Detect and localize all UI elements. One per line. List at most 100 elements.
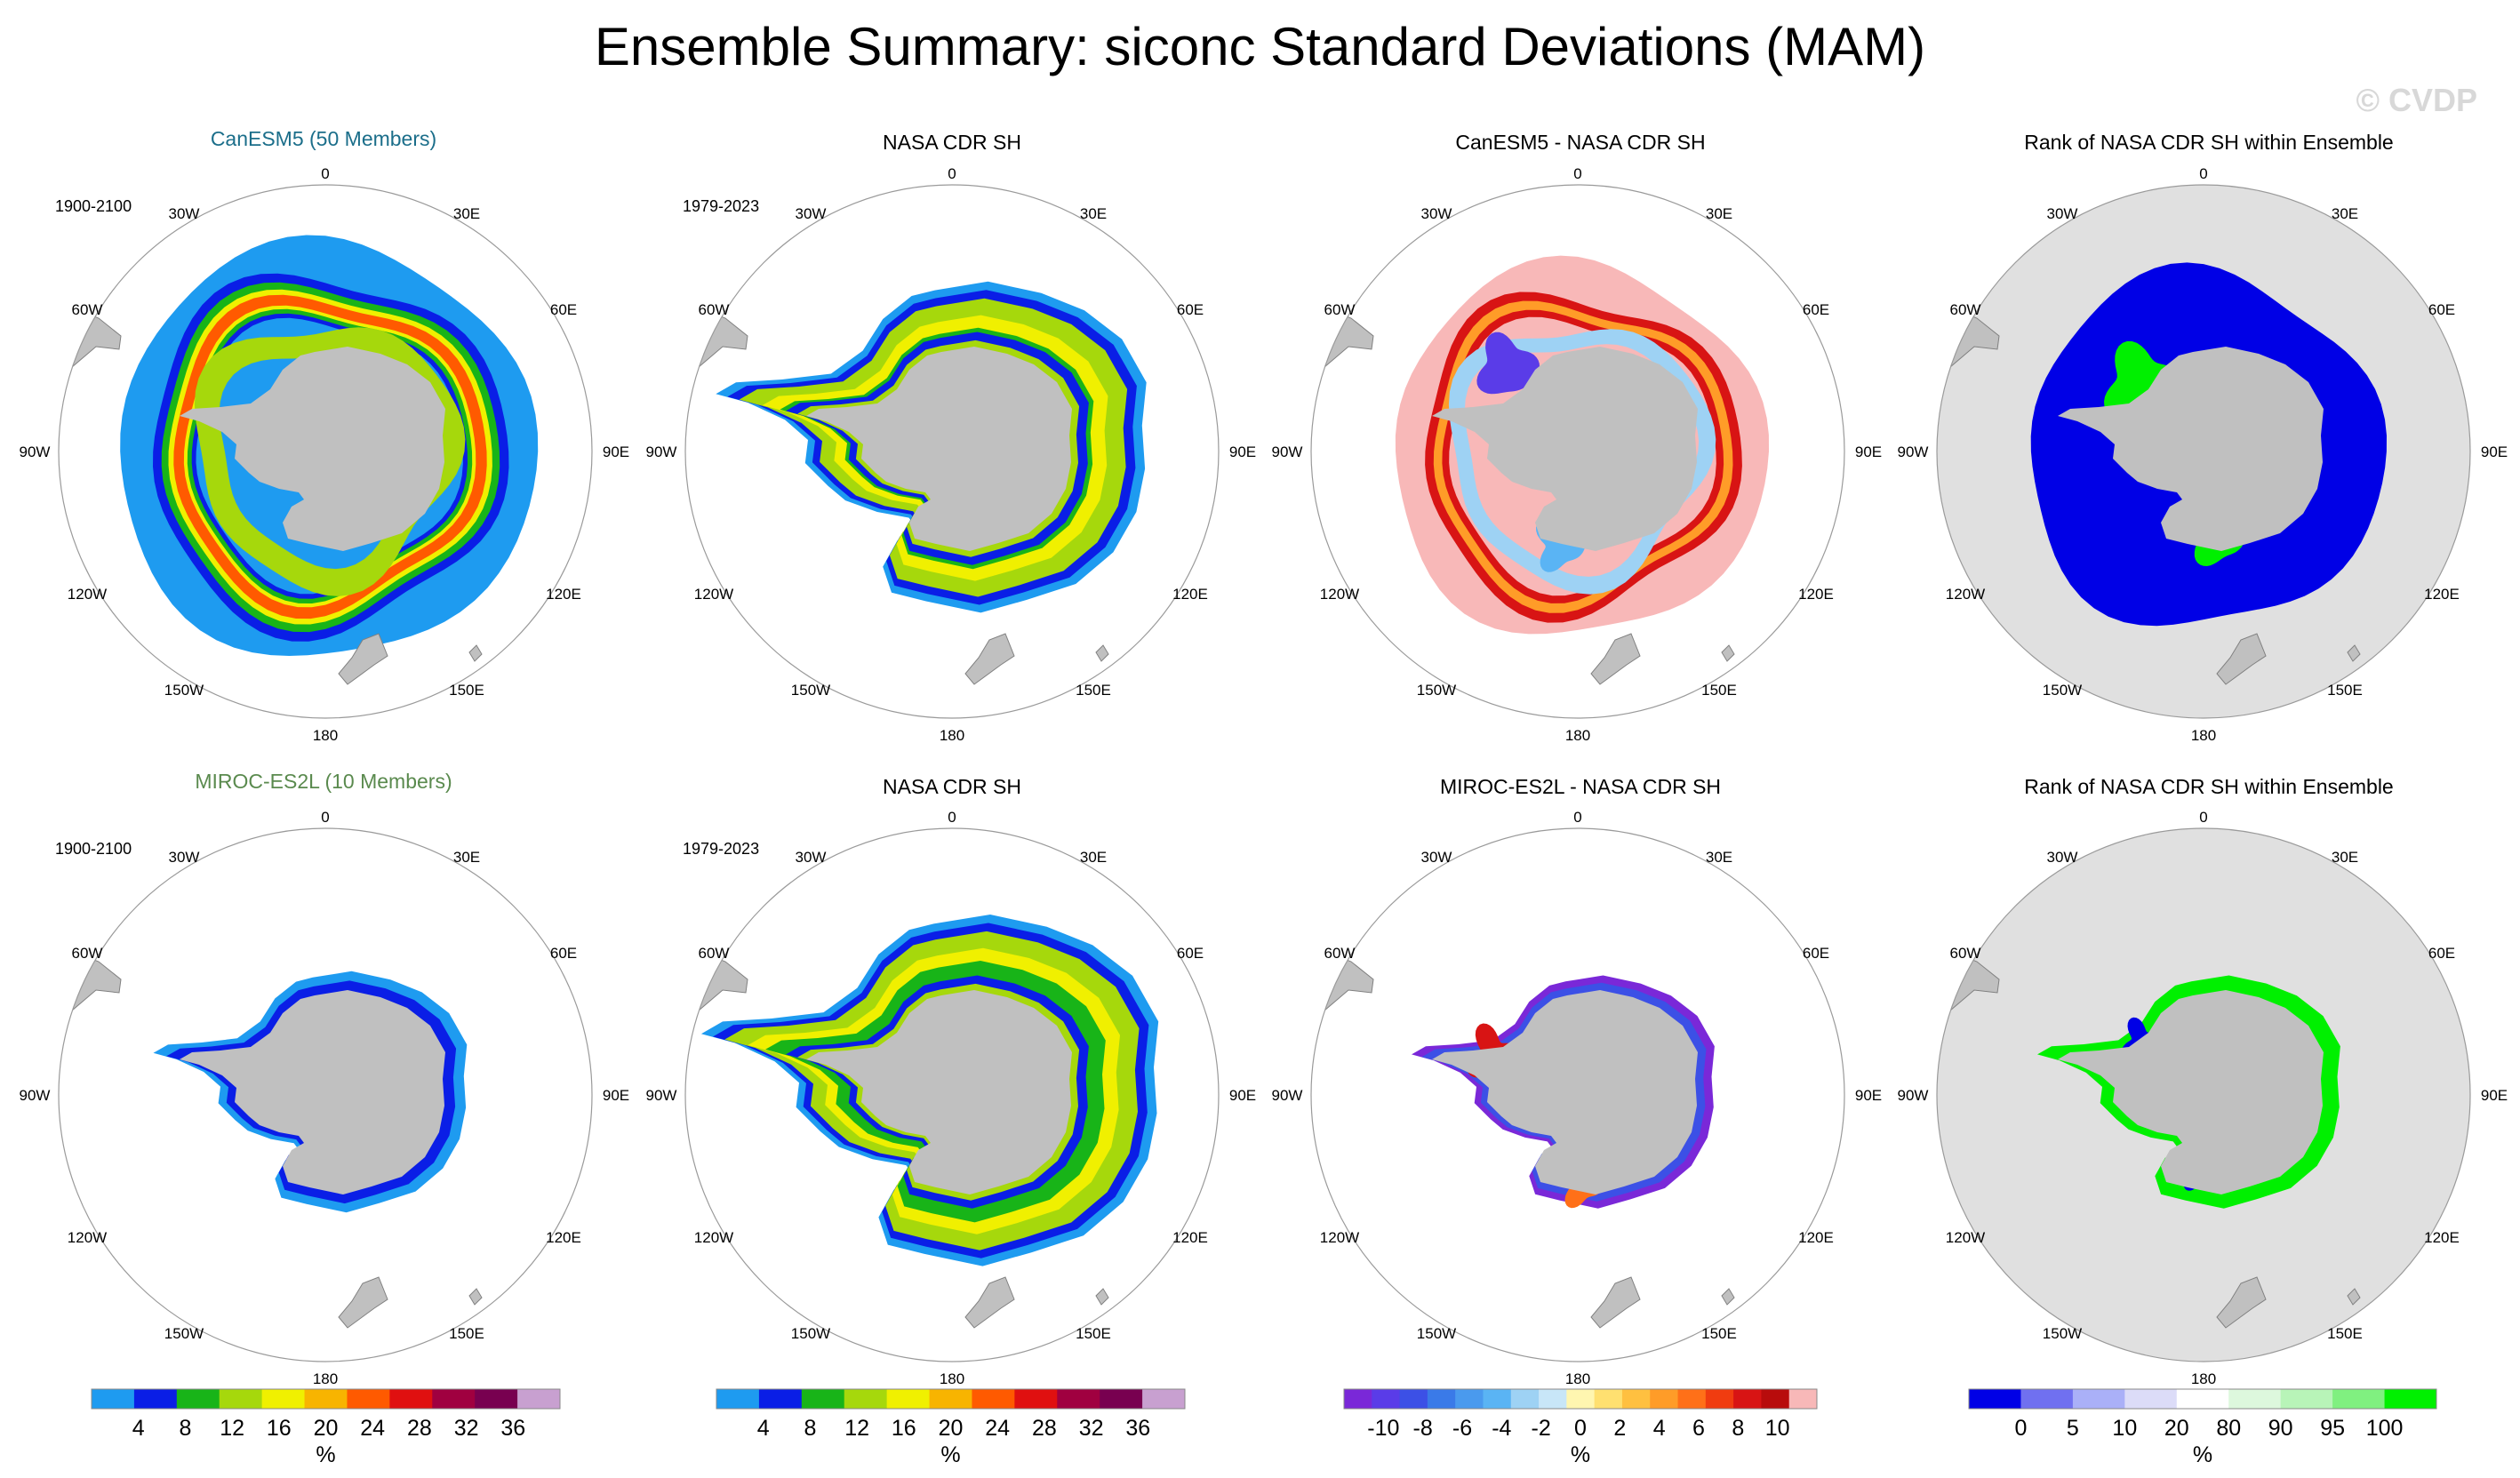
colorbar-tick-label: 36: [1125, 1416, 1150, 1441]
colorbar-tick-label: 16: [267, 1416, 292, 1441]
colorbar-swatch: [1594, 1389, 1623, 1409]
longitude-label: 180: [2191, 1370, 2216, 1387]
longitude-label: 180: [1565, 1370, 1590, 1387]
colorbar-tick-label: 4: [1653, 1416, 1666, 1441]
panel-title-r2c2: NASA CDR SH: [883, 775, 1021, 798]
longitude-label: 150E: [1701, 682, 1737, 699]
longitude-label: 120E: [546, 586, 581, 603]
longitude-label: 150W: [2043, 1325, 2082, 1342]
longitude-label: 90W: [1898, 1087, 1929, 1104]
longitude-label: 30E: [1080, 205, 1107, 222]
colorbar-swatch: [2020, 1389, 2074, 1409]
colorbar-tick-label: -10: [1367, 1416, 1399, 1441]
map-border: [1936, 827, 2471, 1362]
longitude-label: 30E: [453, 205, 480, 222]
colorbar-swatch: [886, 1389, 931, 1409]
map-panel-r2c4: 0 30E 60E 90E 120E 150E 180 150W 120W 90W 60W 30W: [1898, 809, 2508, 1387]
longitude-label: 120E: [1798, 1229, 1834, 1246]
colorbar-tick-label: 8: [179, 1416, 191, 1441]
longitude-label: 30E: [2332, 849, 2358, 866]
longitude-label: 30E: [1706, 205, 1732, 222]
colorbar-swatch: [1483, 1389, 1512, 1409]
longitude-label: 30W: [796, 849, 827, 866]
longitude-label: 60W: [1950, 945, 1981, 962]
colorbar-swatch: [92, 1389, 135, 1409]
colorbar-swatch: [176, 1389, 220, 1409]
longitude-label: 60W: [72, 301, 103, 318]
colorbar-swatch: [1788, 1389, 1818, 1409]
longitude-label: 60W: [72, 945, 103, 962]
colorbar-unit-label: %: [1571, 1442, 1590, 1467]
longitude-label: 90W: [646, 1087, 677, 1104]
colorbar-tick-label: 2: [1613, 1416, 1626, 1441]
longitude-label: 120W: [694, 1229, 733, 1246]
longitude-label: 120W: [68, 586, 107, 603]
longitude-label: 150E: [449, 682, 484, 699]
new-zealand-landmass: [1590, 1276, 1641, 1329]
tasmania-landmass: [1721, 644, 1735, 662]
colorbar-tick-label: 20: [2164, 1416, 2189, 1441]
colorbar-swatch: [261, 1389, 306, 1409]
colorbar-swatch: [219, 1389, 263, 1409]
map-border: [58, 184, 593, 719]
longitude-label: 90W: [1272, 443, 1303, 460]
colorbar-swatch: [1733, 1389, 1762, 1409]
colorbar-tick-label: 36: [500, 1416, 525, 1441]
colorbar-swatch: [389, 1389, 433, 1409]
colorbar-swatch: [2072, 1389, 2125, 1409]
tasmania-landmass: [1095, 644, 1109, 662]
tasmania-landmass: [468, 644, 483, 662]
colorbar-swatch: [1539, 1389, 1567, 1409]
colorbar-tick-label: 6: [1692, 1416, 1705, 1441]
new-zealand-landmass: [1590, 633, 1641, 685]
tasmania-landmass: [2347, 644, 2361, 662]
colorbar-swatch: [1510, 1389, 1540, 1409]
longitude-label: 120E: [546, 1229, 581, 1246]
watermark-text: © CVDP: [2356, 82, 2477, 118]
antarctica-landmass: [2058, 347, 2324, 551]
longitude-label: 60E: [1803, 945, 1829, 962]
colorbar-tick-label: 8: [1732, 1416, 1744, 1441]
longitude-label: 30W: [1421, 849, 1452, 866]
longitude-label: 90E: [603, 1087, 629, 1104]
colorbar-swatch: [347, 1389, 390, 1409]
colorbar-tick-label: 0: [2014, 1416, 2027, 1441]
map-panel-r1c1: 0 30E 60E 90E 120E 150E 180 150W 120W 90W 60W 30W: [20, 165, 630, 744]
longitude-label: 150W: [164, 682, 204, 699]
longitude-label: 90E: [1229, 1087, 1256, 1104]
std-colorbar-2: 4 8 12 16 20 24 28 32 36%: [716, 1388, 1186, 1467]
longitude-label: 120W: [1320, 586, 1359, 603]
colorbar-swatch: [304, 1389, 348, 1409]
colorbar-swatch: [475, 1389, 518, 1409]
colorbar-swatch: [1427, 1389, 1456, 1409]
colorbar-tick-label: -2: [1532, 1416, 1551, 1441]
rank-colorbar: 0 5 10 20 80 90 95 100%: [1968, 1388, 2437, 1467]
longitude-label: 0: [948, 165, 956, 182]
longitude-label: 90E: [1229, 443, 1256, 460]
longitude-label: 30W: [169, 849, 200, 866]
longitude-label: 0: [321, 165, 329, 182]
longitude-label: 90W: [20, 443, 51, 460]
antarctica-landmass: [180, 990, 445, 1194]
colorbar-tick-label: 24: [360, 1416, 385, 1441]
longitude-label: 0: [2199, 809, 2207, 826]
new-zealand-landmass: [338, 633, 388, 685]
longitude-label: 90E: [2481, 1087, 2508, 1104]
colorbar-frame: [1968, 1388, 2437, 1410]
longitude-label: 0: [2199, 165, 2207, 182]
longitude-label: 60E: [2428, 945, 2455, 962]
longitude-label: 150E: [1076, 1325, 1111, 1342]
period-label-r2c2: 1979-2023: [683, 840, 760, 858]
longitude-label: 120E: [2424, 1229, 2460, 1246]
longitude-label: 150E: [1701, 1325, 1737, 1342]
panel-title-r1c3: CanESM5 - NASA CDR SH: [1455, 131, 1706, 154]
colorbar-swatch: [716, 1389, 760, 1409]
colorbar-unit-label: %: [2193, 1442, 2212, 1467]
antarctica-landmass: [180, 347, 445, 551]
longitude-label: 120W: [68, 1229, 107, 1246]
longitude-label: 150E: [1076, 682, 1111, 699]
longitude-label: 60W: [1324, 301, 1356, 318]
colorbar-tick-label: 10: [1765, 1416, 1790, 1441]
colorbar-swatch: [1014, 1389, 1058, 1409]
colorbar-tick-label: 12: [220, 1416, 244, 1441]
